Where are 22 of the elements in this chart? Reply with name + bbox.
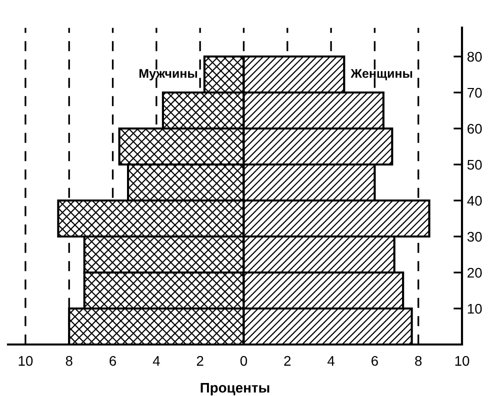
x-axis-title: Проценты (200, 382, 270, 396)
y-tick-label: 80 (467, 52, 482, 62)
x-tick-label: 0 (240, 356, 248, 366)
x-tick-label: 10 (18, 356, 33, 366)
y-tick-label: 60 (468, 124, 482, 134)
y-tick-label: 20 (468, 268, 482, 278)
x-tick-label: 6 (372, 356, 378, 366)
y-tick-label: 50 (467, 160, 482, 170)
x-tick-label: 8 (415, 356, 422, 366)
x-tick-label: 10 (455, 356, 470, 366)
y-tick-label: 30 (467, 232, 482, 242)
x-tick-label: 4 (327, 356, 334, 366)
x-tick-label: 8 (66, 356, 72, 366)
series-label: Мужчины (139, 69, 198, 80)
x-tick-label: 4 (152, 356, 160, 366)
x-tick-label: 6 (110, 356, 116, 366)
y-tick-label: 10 (468, 304, 482, 314)
x-tick-label: 2 (196, 356, 204, 366)
series-label: Женщины (350, 69, 412, 80)
y-tick-label: 70 (468, 88, 482, 98)
x-tick-label: 2 (284, 356, 291, 366)
y-tick-label: 40 (467, 196, 482, 206)
